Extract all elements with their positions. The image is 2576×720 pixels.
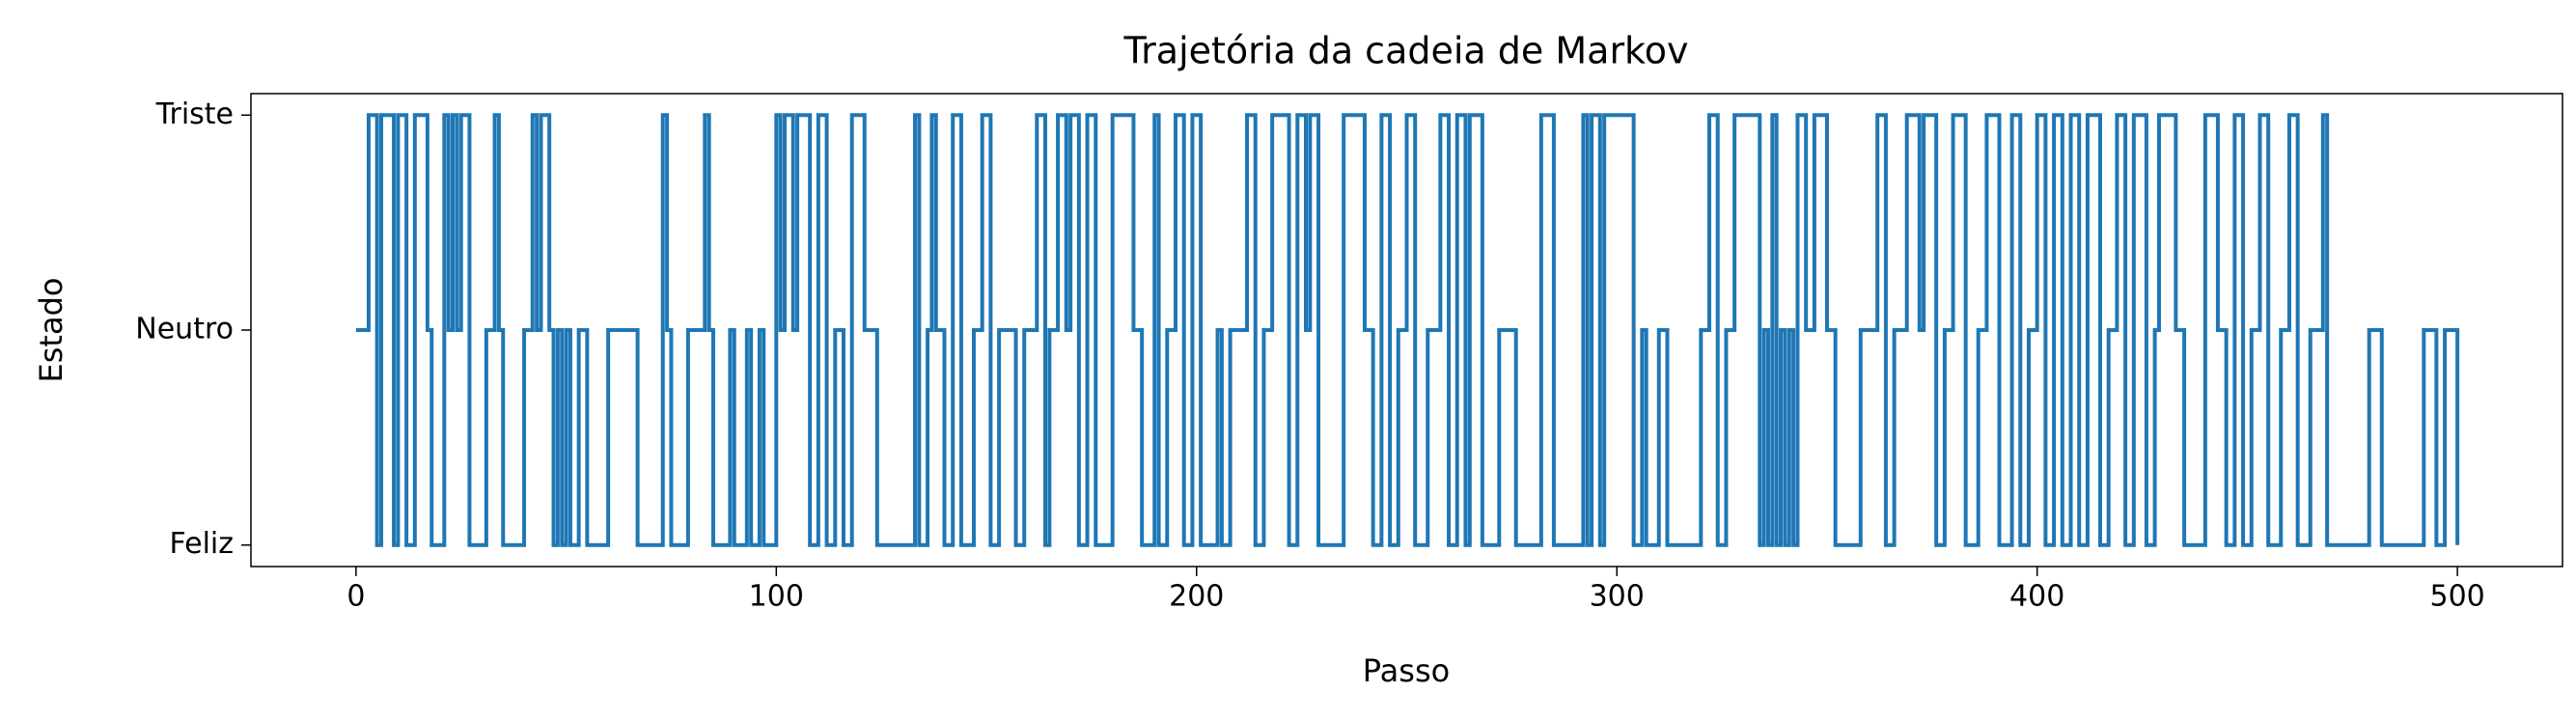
chart-title: Trajetória da cadeia de Markov xyxy=(1123,30,1689,72)
x-axis-label: Passo xyxy=(1363,652,1450,689)
step-line xyxy=(355,113,2460,547)
y-tick-label: Triste xyxy=(155,97,234,131)
x-tick-label: 500 xyxy=(2430,580,2485,614)
y-tick-label: Feliz xyxy=(170,527,235,561)
plot-frame xyxy=(250,93,2563,568)
y-axis-label: Estado xyxy=(33,278,69,383)
x-tick-label: 300 xyxy=(1590,580,1645,614)
x-tick-label: 100 xyxy=(749,580,804,614)
x-tick-label: 400 xyxy=(2009,580,2064,614)
y-tick-label: Neutro xyxy=(135,313,234,346)
x-tick-label: 200 xyxy=(1169,580,1224,614)
x-tick-label: 0 xyxy=(346,580,365,614)
